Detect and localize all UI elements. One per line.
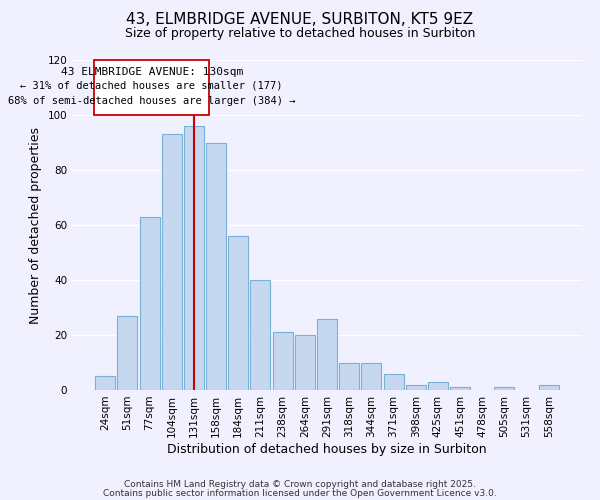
Bar	[295, 335, 315, 390]
Bar	[162, 134, 182, 390]
Bar	[228, 236, 248, 390]
Bar	[317, 318, 337, 390]
Bar	[539, 384, 559, 390]
Bar	[361, 362, 382, 390]
Text: Size of property relative to detached houses in Surbiton: Size of property relative to detached ho…	[125, 28, 475, 40]
Bar	[95, 376, 115, 390]
Bar	[272, 332, 293, 390]
Text: 43 ELMBRIDGE AVENUE: 130sqm: 43 ELMBRIDGE AVENUE: 130sqm	[61, 67, 243, 77]
Text: ← 31% of detached houses are smaller (177): ← 31% of detached houses are smaller (17…	[20, 80, 283, 90]
Bar	[494, 387, 514, 390]
Text: Contains HM Land Registry data © Crown copyright and database right 2025.: Contains HM Land Registry data © Crown c…	[124, 480, 476, 489]
Y-axis label: Number of detached properties: Number of detached properties	[29, 126, 42, 324]
X-axis label: Distribution of detached houses by size in Surbiton: Distribution of detached houses by size …	[167, 442, 487, 456]
Bar	[428, 382, 448, 390]
FancyBboxPatch shape	[94, 60, 209, 115]
Bar	[118, 316, 137, 390]
Bar	[450, 387, 470, 390]
Bar	[383, 374, 404, 390]
Text: Contains public sector information licensed under the Open Government Licence v3: Contains public sector information licen…	[103, 488, 497, 498]
Bar	[250, 280, 271, 390]
Bar	[184, 126, 204, 390]
Text: 68% of semi-detached houses are larger (384) →: 68% of semi-detached houses are larger (…	[8, 96, 295, 106]
Text: 43, ELMBRIDGE AVENUE, SURBITON, KT5 9EZ: 43, ELMBRIDGE AVENUE, SURBITON, KT5 9EZ	[127, 12, 473, 28]
Bar	[206, 142, 226, 390]
Bar	[339, 362, 359, 390]
Bar	[406, 384, 426, 390]
Bar	[140, 217, 160, 390]
